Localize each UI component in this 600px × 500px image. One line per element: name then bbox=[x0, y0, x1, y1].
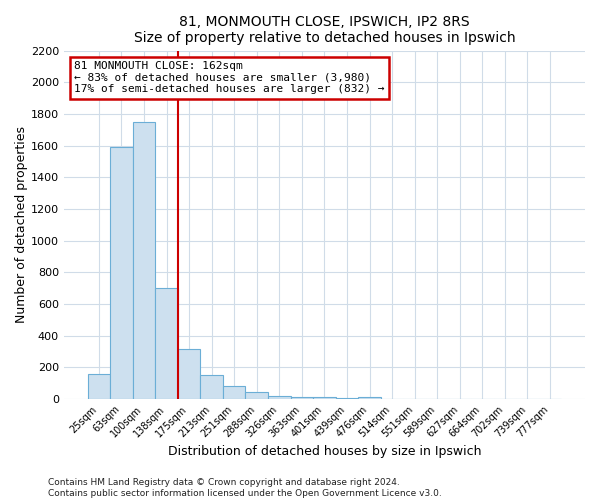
Bar bbox=[223, 386, 245, 399]
Text: Contains HM Land Registry data © Crown copyright and database right 2024.
Contai: Contains HM Land Registry data © Crown c… bbox=[48, 478, 442, 498]
Title: 81, MONMOUTH CLOSE, IPSWICH, IP2 8RS
Size of property relative to detached house: 81, MONMOUTH CLOSE, IPSWICH, IP2 8RS Siz… bbox=[134, 15, 515, 45]
Bar bbox=[88, 374, 110, 399]
Text: 81 MONMOUTH CLOSE: 162sqm
← 83% of detached houses are smaller (3,980)
17% of se: 81 MONMOUTH CLOSE: 162sqm ← 83% of detac… bbox=[74, 61, 385, 94]
Bar bbox=[268, 396, 290, 399]
Bar bbox=[290, 396, 313, 399]
Bar bbox=[155, 288, 178, 399]
Bar bbox=[336, 398, 358, 399]
Bar bbox=[245, 392, 268, 399]
Bar bbox=[110, 147, 133, 399]
Bar bbox=[178, 349, 200, 399]
Bar bbox=[313, 398, 336, 399]
Bar bbox=[133, 122, 155, 399]
X-axis label: Distribution of detached houses by size in Ipswich: Distribution of detached houses by size … bbox=[167, 444, 481, 458]
Bar bbox=[358, 396, 381, 399]
Bar bbox=[200, 374, 223, 399]
Y-axis label: Number of detached properties: Number of detached properties bbox=[15, 126, 28, 324]
